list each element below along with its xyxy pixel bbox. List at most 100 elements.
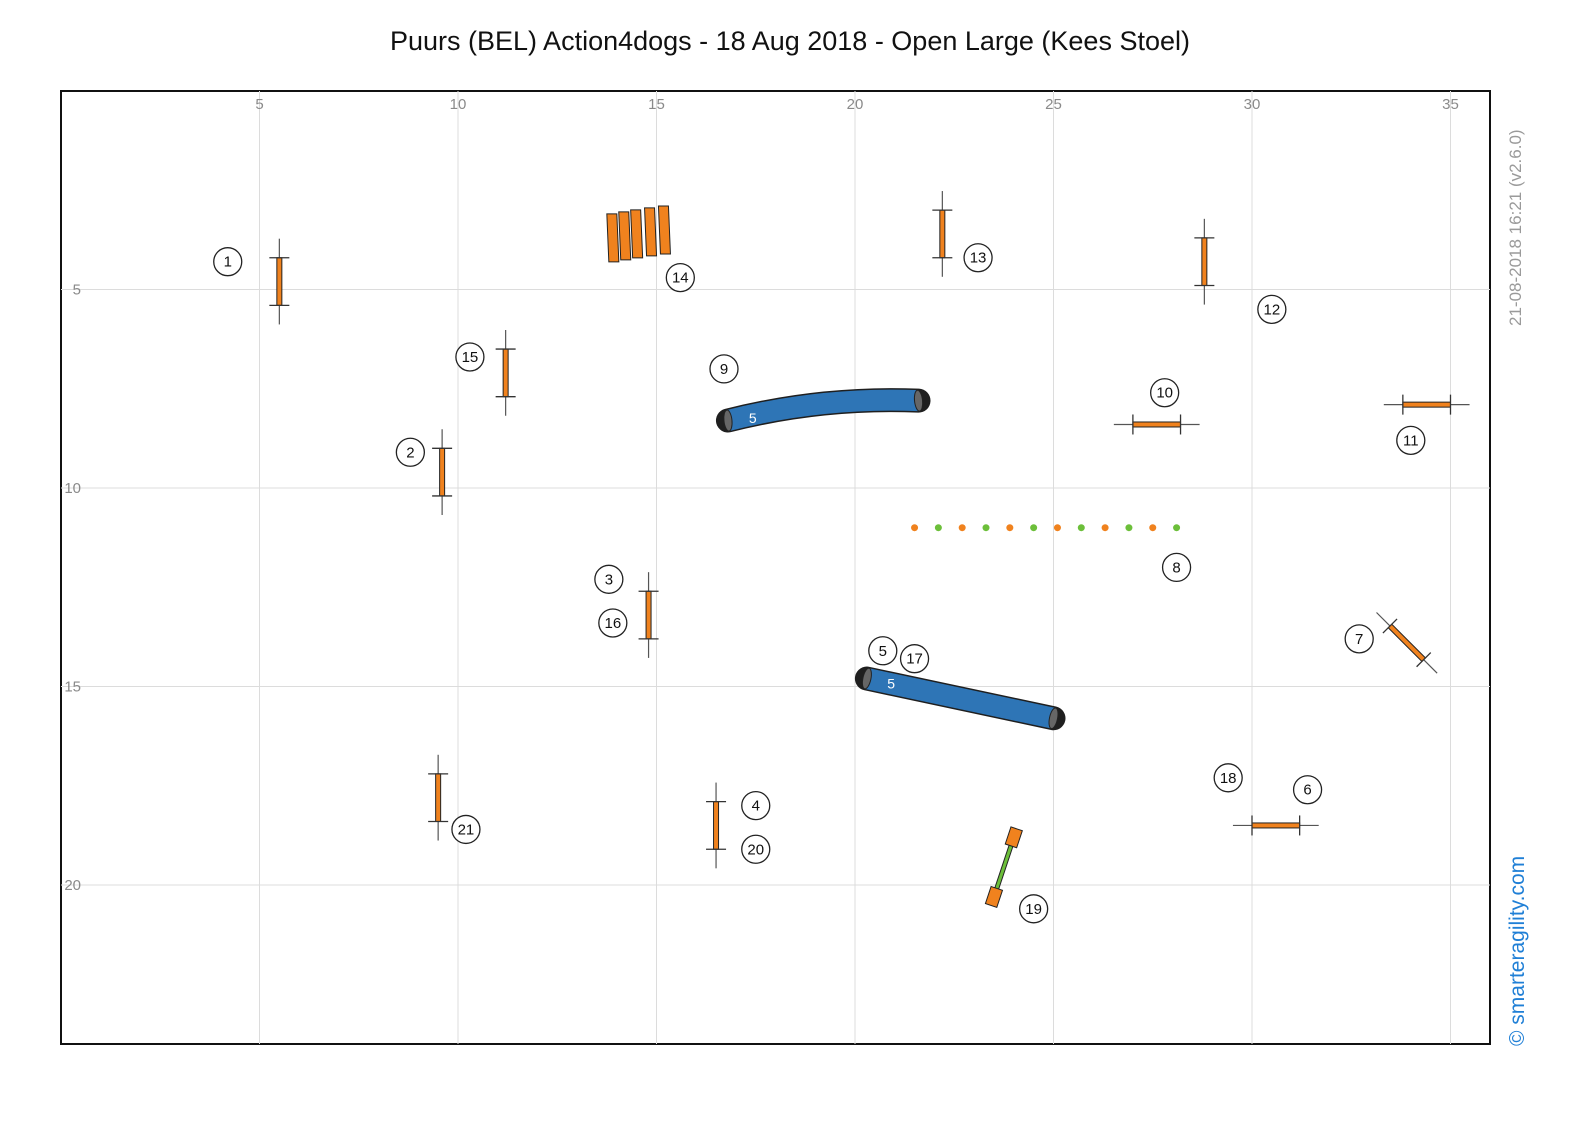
- weave-pole: [934, 524, 942, 532]
- sequence-number-label: 13: [970, 250, 987, 267]
- sequence-number: 19: [1019, 894, 1049, 924]
- tunnel-mouth: [861, 667, 872, 690]
- jump: [1232, 815, 1319, 836]
- wall-slat: [630, 209, 644, 259]
- weave-pole: [1053, 524, 1061, 532]
- sequence-number-circle: [451, 814, 481, 845]
- weave-pole: [911, 524, 919, 532]
- jump: [495, 329, 516, 416]
- jump-bar: [1251, 822, 1301, 829]
- sequence-number-circle: [395, 437, 426, 467]
- jump: [706, 782, 727, 869]
- seesaw-contact-zone: [1004, 826, 1023, 849]
- sequence-number: 16: [598, 608, 628, 638]
- sequence-number-circle: [1344, 624, 1374, 654]
- sequence-number-label: 7: [1355, 631, 1363, 648]
- sequence-number-circle: [1150, 378, 1180, 408]
- sequence-number-circle: [598, 608, 628, 638]
- sequence-number: 12: [1257, 294, 1287, 325]
- sequence-number-circle: [1292, 775, 1323, 805]
- sequence-number: 9: [709, 354, 739, 384]
- jumps: [269, 191, 1470, 869]
- jump: [1376, 612, 1438, 674]
- sequence-number: 5: [868, 636, 898, 666]
- sequence-number: 10: [1150, 378, 1180, 408]
- sequence-number-label: 2: [406, 444, 414, 461]
- wall-slat: [657, 205, 671, 255]
- brand-link[interactable]: © smarteragility.com: [1506, 855, 1529, 1046]
- x-tick-label: 35: [1442, 96, 1459, 113]
- sequence-number-label: 4: [752, 798, 760, 815]
- jump-bar: [276, 257, 283, 306]
- weave-pole: [958, 524, 966, 532]
- jump-upright: [1382, 618, 1398, 634]
- wall-slat: [618, 211, 632, 261]
- tunnel-body: [725, 389, 919, 431]
- sequence-number-circle: [1396, 425, 1426, 456]
- weave-poles: [911, 524, 1181, 532]
- tyre-wall: [606, 205, 671, 263]
- jump: [432, 429, 453, 515]
- weave-pole: [1030, 524, 1038, 532]
- sequence-number-circle: [213, 247, 243, 277]
- x-tick-label: 25: [1045, 96, 1062, 113]
- sequence-number: 20: [741, 834, 771, 864]
- sequence-number-label: 16: [604, 615, 621, 632]
- sequence-number-label: 19: [1025, 901, 1042, 918]
- timestamp-label: 21-08-2018 16:21 (v2.6.0): [1506, 129, 1525, 326]
- jump-bar: [645, 590, 652, 640]
- sequence-number-circle: [899, 644, 930, 674]
- weave-pole: [1125, 524, 1133, 532]
- wall-slat: [606, 213, 620, 263]
- sequence-number: 18: [1213, 763, 1243, 793]
- sequence-number-label: 6: [1303, 782, 1311, 799]
- sequence-number: 15: [455, 342, 485, 372]
- sequence-number-circle: [741, 834, 771, 864]
- x-tick-label: 10: [450, 96, 467, 113]
- sequence-number-label: 18: [1220, 770, 1237, 787]
- sequence-number: 2: [395, 437, 426, 467]
- sequence-number-circle: [709, 354, 739, 384]
- weave-pole: [1006, 524, 1014, 532]
- jump-bar: [502, 348, 509, 398]
- sequence-number: 17: [899, 644, 930, 674]
- sequence-number-label: 5: [879, 643, 887, 660]
- x-tick-label: 20: [847, 96, 864, 113]
- y-tick-label: 20: [64, 877, 81, 894]
- jump: [1113, 414, 1200, 435]
- sequence-number-label: 12: [1264, 301, 1281, 318]
- sequence-number-label: 21: [458, 821, 475, 838]
- jump-bar: [435, 773, 442, 822]
- sequence-number-circle: [455, 342, 485, 372]
- sequence-number-label: 17: [906, 651, 923, 668]
- tunnel-length-label: 5: [749, 410, 757, 426]
- weave-pole: [1173, 524, 1181, 532]
- jump: [1383, 394, 1470, 415]
- y-tick-label: 15: [64, 679, 81, 696]
- jump-bar: [1201, 237, 1208, 287]
- sequence-number-circle: [741, 790, 771, 821]
- x-tick-label: 5: [255, 96, 263, 113]
- sequence-number: 1: [213, 247, 243, 277]
- sequence-number-circle: [1213, 763, 1243, 793]
- tunnel-length-label: 5: [887, 676, 895, 692]
- tunnel-mouth: [723, 409, 733, 432]
- sequence-number-label: 11: [1403, 432, 1419, 449]
- sequence-number-label: 15: [462, 349, 479, 366]
- tunnel-body: [864, 668, 1056, 729]
- sequence-number-label: 9: [720, 361, 728, 378]
- seesaw-plank: [992, 836, 1016, 898]
- sequence-number-label: 8: [1172, 559, 1180, 576]
- sequence-number-circle: [963, 243, 993, 273]
- sequence-number: 6: [1292, 775, 1323, 805]
- sequence-number: 21: [451, 814, 481, 845]
- y-tick-label: 5: [73, 282, 81, 299]
- sequence-number: 13: [963, 243, 993, 273]
- sequence-number-circle: [665, 262, 695, 293]
- jump-bar: [713, 801, 720, 850]
- jump-bar: [1132, 421, 1182, 428]
- sequence-number-circle: [1019, 894, 1049, 924]
- jump: [932, 191, 953, 277]
